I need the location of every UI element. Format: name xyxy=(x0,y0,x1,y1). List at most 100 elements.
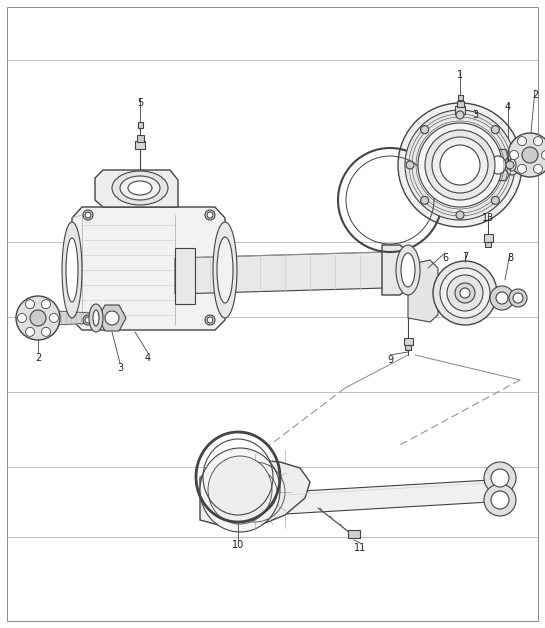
Ellipse shape xyxy=(105,311,119,325)
Text: 3: 3 xyxy=(472,110,478,120)
Text: 7: 7 xyxy=(462,252,468,262)
Circle shape xyxy=(534,137,542,146)
Bar xyxy=(348,530,360,538)
Ellipse shape xyxy=(440,268,490,318)
Circle shape xyxy=(456,111,464,119)
Circle shape xyxy=(456,211,464,219)
Circle shape xyxy=(542,151,545,160)
Circle shape xyxy=(50,313,58,323)
Text: 4: 4 xyxy=(505,102,511,112)
Polygon shape xyxy=(482,149,514,181)
Polygon shape xyxy=(285,480,495,514)
Ellipse shape xyxy=(509,289,527,307)
Ellipse shape xyxy=(440,145,480,185)
Text: 13: 13 xyxy=(482,213,494,223)
Text: 5: 5 xyxy=(137,98,143,108)
Text: 1: 1 xyxy=(457,70,463,80)
Polygon shape xyxy=(530,147,545,163)
Circle shape xyxy=(492,126,499,134)
Ellipse shape xyxy=(16,296,60,340)
Circle shape xyxy=(26,327,34,337)
Ellipse shape xyxy=(491,469,509,487)
Text: 3: 3 xyxy=(117,363,123,373)
Text: 6: 6 xyxy=(442,253,448,263)
Circle shape xyxy=(492,197,499,204)
Ellipse shape xyxy=(425,130,495,200)
Ellipse shape xyxy=(30,310,46,326)
Circle shape xyxy=(510,151,518,160)
Polygon shape xyxy=(408,260,438,322)
Bar xyxy=(137,122,142,128)
Polygon shape xyxy=(95,170,178,207)
Ellipse shape xyxy=(433,261,497,325)
Ellipse shape xyxy=(405,110,515,220)
Ellipse shape xyxy=(490,156,506,174)
Ellipse shape xyxy=(522,147,538,163)
Circle shape xyxy=(205,210,215,220)
Circle shape xyxy=(421,197,429,204)
Circle shape xyxy=(85,212,91,218)
Circle shape xyxy=(207,317,213,323)
Ellipse shape xyxy=(484,462,516,494)
Bar xyxy=(457,101,463,107)
Polygon shape xyxy=(382,245,408,295)
Bar xyxy=(403,337,413,345)
Text: 8: 8 xyxy=(507,253,513,263)
Ellipse shape xyxy=(89,304,103,332)
Circle shape xyxy=(85,317,91,323)
Ellipse shape xyxy=(66,238,78,302)
Ellipse shape xyxy=(396,245,420,295)
Circle shape xyxy=(506,161,514,169)
Polygon shape xyxy=(200,460,310,528)
Ellipse shape xyxy=(505,155,519,175)
Ellipse shape xyxy=(491,491,509,509)
Polygon shape xyxy=(72,207,225,330)
Circle shape xyxy=(534,165,542,173)
Ellipse shape xyxy=(513,293,523,303)
Bar xyxy=(485,242,491,247)
Circle shape xyxy=(518,165,526,173)
Ellipse shape xyxy=(93,310,99,326)
Text: 4: 4 xyxy=(145,353,151,363)
Ellipse shape xyxy=(508,133,545,177)
Ellipse shape xyxy=(128,181,152,195)
Bar xyxy=(135,141,145,149)
Ellipse shape xyxy=(447,275,483,311)
Ellipse shape xyxy=(401,253,415,287)
Ellipse shape xyxy=(208,456,272,524)
Ellipse shape xyxy=(120,176,160,200)
Bar xyxy=(136,134,143,141)
Circle shape xyxy=(205,315,215,325)
Bar xyxy=(483,234,493,242)
Text: 11: 11 xyxy=(354,543,366,553)
Ellipse shape xyxy=(200,448,280,532)
Ellipse shape xyxy=(508,159,516,171)
Circle shape xyxy=(83,210,93,220)
Polygon shape xyxy=(98,305,126,331)
Polygon shape xyxy=(175,252,385,294)
Circle shape xyxy=(518,137,526,146)
Text: 10: 10 xyxy=(232,540,244,550)
Ellipse shape xyxy=(496,292,508,304)
Ellipse shape xyxy=(398,103,522,227)
Text: 2: 2 xyxy=(532,90,538,100)
Ellipse shape xyxy=(432,137,488,193)
Circle shape xyxy=(26,300,34,308)
Ellipse shape xyxy=(62,222,82,318)
Circle shape xyxy=(207,212,213,218)
Text: 2: 2 xyxy=(35,353,41,363)
Circle shape xyxy=(421,126,429,134)
Polygon shape xyxy=(38,310,93,326)
Ellipse shape xyxy=(213,222,237,318)
Circle shape xyxy=(83,315,93,325)
Ellipse shape xyxy=(112,171,168,205)
Ellipse shape xyxy=(455,283,475,303)
Ellipse shape xyxy=(484,484,516,516)
Text: 9: 9 xyxy=(387,355,393,365)
Ellipse shape xyxy=(217,237,233,303)
Circle shape xyxy=(41,327,51,337)
Ellipse shape xyxy=(418,123,502,207)
Bar xyxy=(455,106,465,114)
Ellipse shape xyxy=(490,286,514,310)
Circle shape xyxy=(17,313,27,323)
